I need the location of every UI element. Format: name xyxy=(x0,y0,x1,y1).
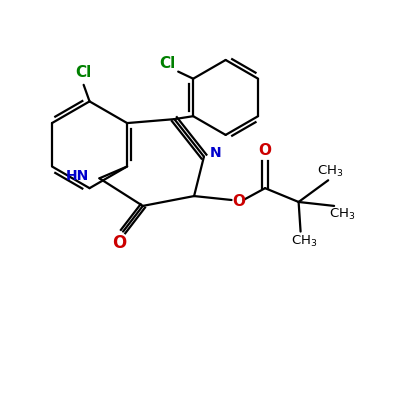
Text: O: O xyxy=(258,143,272,158)
Text: Cl: Cl xyxy=(160,56,176,71)
Text: O: O xyxy=(112,234,126,252)
Text: CH$_3$: CH$_3$ xyxy=(291,234,318,249)
Text: CH$_3$: CH$_3$ xyxy=(329,207,355,222)
Text: HN: HN xyxy=(66,169,89,183)
Text: Cl: Cl xyxy=(76,66,92,80)
Text: N: N xyxy=(210,146,222,160)
Text: CH$_3$: CH$_3$ xyxy=(317,164,343,179)
Text: O: O xyxy=(232,194,245,210)
